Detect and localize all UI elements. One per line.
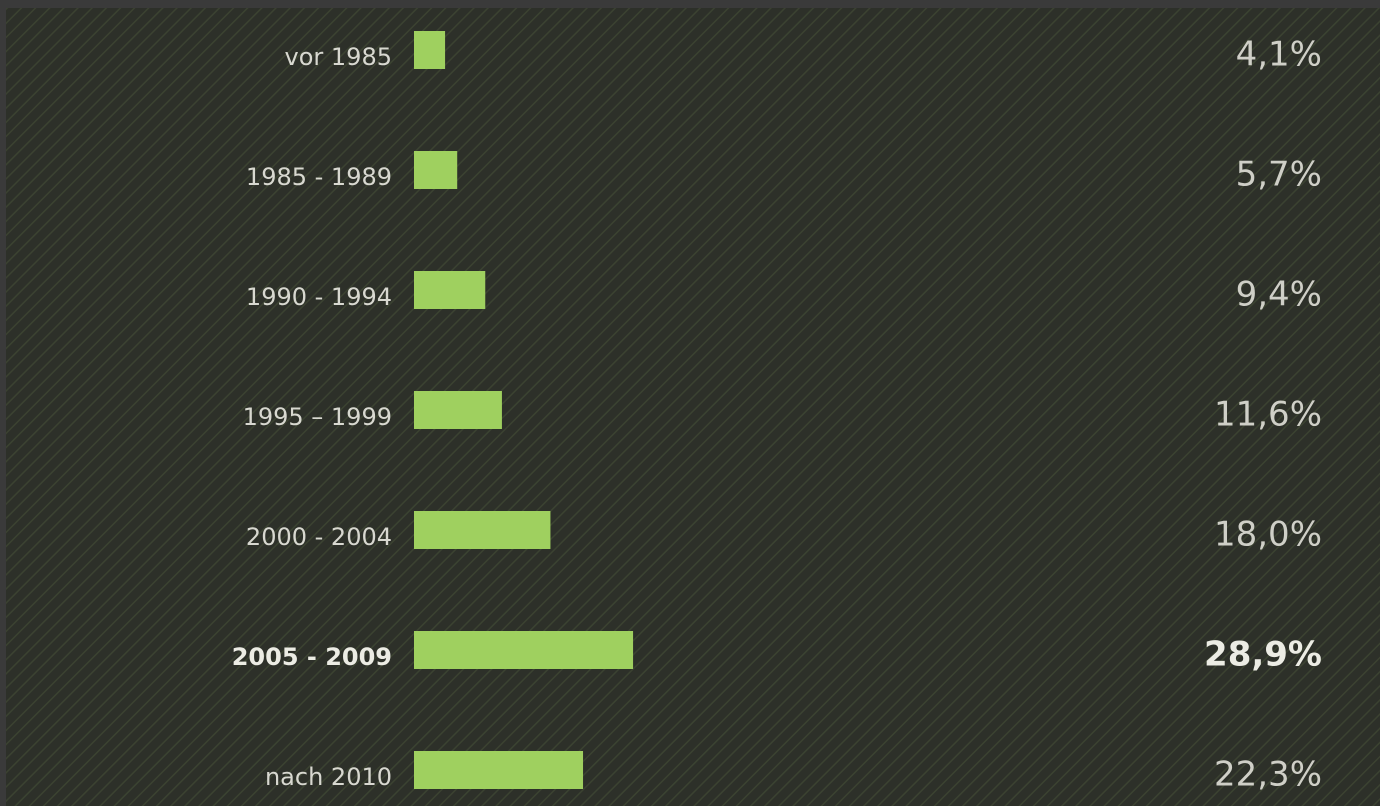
bar — [414, 31, 446, 69]
category-label: 1990 - 1994 — [246, 283, 392, 311]
value-label: 28,9% — [1204, 635, 1322, 675]
value-label: 22,3% — [1214, 755, 1322, 795]
value-label: 5,7% — [1236, 155, 1322, 195]
value-label: 11,6% — [1214, 395, 1322, 435]
category-label: vor 1985 — [285, 43, 392, 71]
category-label: 2000 - 2004 — [246, 523, 392, 551]
background — [6, 8, 1380, 806]
category-label: 1985 - 1989 — [246, 163, 392, 191]
value-label: 18,0% — [1214, 515, 1322, 555]
value-label: 4,1% — [1236, 35, 1322, 75]
bar — [414, 391, 502, 429]
bar — [414, 511, 551, 549]
bar — [414, 631, 634, 669]
category-label: 2005 - 2009 — [232, 643, 392, 671]
bar — [414, 751, 584, 789]
bar — [414, 151, 458, 189]
bar — [414, 271, 486, 309]
value-label: 9,4% — [1236, 275, 1322, 315]
category-label: 1995 – 1999 — [243, 403, 392, 431]
category-label: nach 2010 — [265, 763, 392, 791]
